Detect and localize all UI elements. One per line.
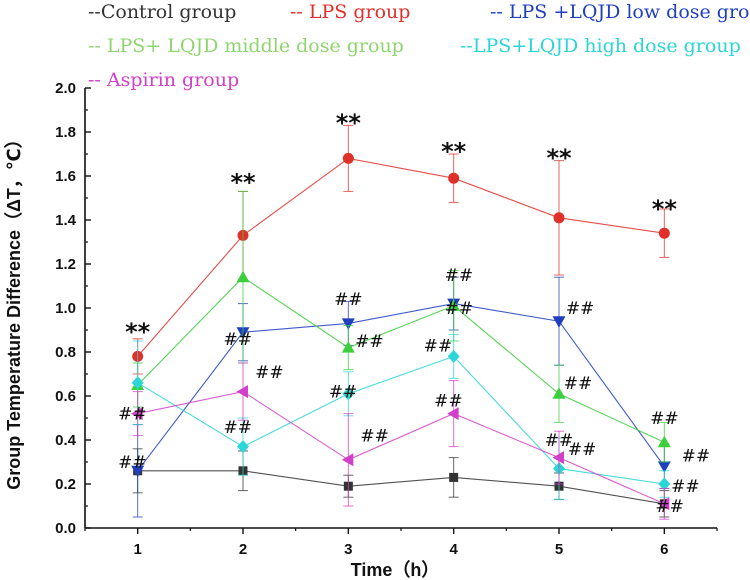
y-tick-label: 1.2 — [55, 256, 76, 273]
significance-hash: ## — [655, 497, 684, 517]
y-tick-label: 0.8 — [55, 344, 76, 361]
data-point — [341, 453, 354, 467]
data-point — [131, 407, 143, 421]
series-3 — [131, 276, 671, 518]
data-point — [131, 465, 145, 478]
data-point — [552, 451, 564, 465]
data-point — [552, 387, 566, 399]
data-point — [448, 172, 460, 184]
y-tick-label: 1.4 — [55, 212, 77, 229]
y-tick-label: 0.6 — [55, 388, 76, 405]
data-point — [342, 387, 355, 401]
significance-hash: ## — [255, 363, 284, 383]
series-line — [137, 276, 665, 443]
data-point — [237, 440, 249, 454]
series-2 — [132, 124, 670, 375]
data-point — [553, 212, 565, 224]
legend-entry-high: --LPS+LQJD high dose group — [460, 35, 741, 57]
significance-hash: ## — [682, 446, 711, 466]
significance-hash: ## — [329, 383, 358, 403]
significance-star: ** — [441, 138, 467, 166]
data-point — [658, 477, 671, 491]
y-tick-label: 0.4 — [55, 432, 77, 449]
significance-hash: ## — [223, 418, 252, 438]
series-4 — [131, 190, 671, 463]
data-point — [657, 497, 670, 511]
significance-hash: ## — [334, 290, 363, 310]
data-point — [341, 318, 355, 330]
data-point — [236, 385, 248, 399]
data-point — [341, 341, 355, 353]
significance-hash: ## — [434, 391, 463, 411]
x-tick-label: 6 — [660, 541, 668, 558]
significance-hash: ## — [671, 477, 700, 497]
data-point — [236, 270, 250, 283]
legend-entry-low: -- LPS +LQJD low dose group — [490, 1, 750, 23]
legend: --Control group -- LPS group -- LPS +LQJD … — [88, 1, 750, 91]
significance-star: ** — [652, 195, 678, 223]
data-point — [342, 152, 354, 164]
series-layer — [131, 124, 671, 520]
data-point — [449, 472, 459, 482]
data-point — [658, 227, 670, 239]
y-tick-label: 2.0 — [55, 80, 76, 97]
data-point — [447, 407, 459, 421]
significance-star: ** — [336, 109, 362, 137]
significance-star: ** — [230, 168, 256, 196]
data-point — [447, 299, 461, 311]
y-tick-label: 0.0 — [55, 520, 76, 537]
significance-hash: ## — [223, 330, 252, 350]
series-line — [137, 470, 665, 505]
x-tick-label: 2 — [239, 541, 247, 558]
significance-hash: ## — [445, 266, 474, 286]
y-tick-label: 1.6 — [55, 168, 76, 185]
x-axis-label: Time（h） — [351, 560, 440, 580]
x-tick-label: 4 — [449, 541, 458, 558]
data-point — [657, 435, 671, 448]
x-tick-label: 3 — [344, 541, 352, 558]
significance-star: ** — [125, 318, 151, 346]
legend-entry-middle: -- LPS+ LQJD middle dose group — [88, 35, 404, 57]
legend-entry-lps: -- LPS group — [290, 1, 410, 23]
axes: 0.0 0.2 0.4 0.6 0.8 1.0 1.2 1.4 1.6 1.8 2.0 1 2 3 4 5 6 — [55, 80, 718, 558]
legend-entry-aspirin: -- Aspirin group — [88, 69, 239, 91]
significance-hash: ## — [360, 427, 389, 447]
y-tick-label: 1.0 — [55, 300, 76, 317]
y-axis-label: Group Temperature Difference（ΔT，℃） — [4, 130, 24, 489]
significance-hash: ## — [545, 431, 574, 451]
series-5 — [131, 333, 671, 500]
data-point — [447, 349, 460, 363]
annotation-layer: ******** ****############################… — [118, 109, 710, 517]
legend-entry-control: --Control group — [88, 1, 236, 23]
significance-hash: ## — [650, 409, 679, 429]
series-6 — [131, 362, 670, 520]
significance-star: ** — [546, 144, 572, 172]
data-point — [131, 376, 144, 390]
y-tick-label: 0.2 — [55, 476, 76, 493]
series-line — [137, 157, 665, 357]
significance-hash: ## — [118, 453, 147, 473]
significance-hash: ## — [445, 299, 474, 319]
significance-hash: ## — [564, 374, 593, 394]
y-tick-label: 1.8 — [55, 124, 76, 141]
significance-hash: ## — [118, 405, 147, 425]
x-tick-label: 5 — [555, 541, 563, 558]
series-line — [137, 355, 665, 485]
series-line — [137, 391, 665, 505]
series-line — [137, 303, 665, 472]
significance-hash: ## — [568, 440, 597, 460]
significance-hash: ## — [566, 299, 595, 319]
significance-hash: ## — [355, 332, 384, 352]
x-tick-label: 1 — [133, 541, 141, 558]
data-point — [552, 316, 566, 328]
significance-hash: ## — [424, 336, 453, 356]
data-point — [657, 461, 671, 473]
